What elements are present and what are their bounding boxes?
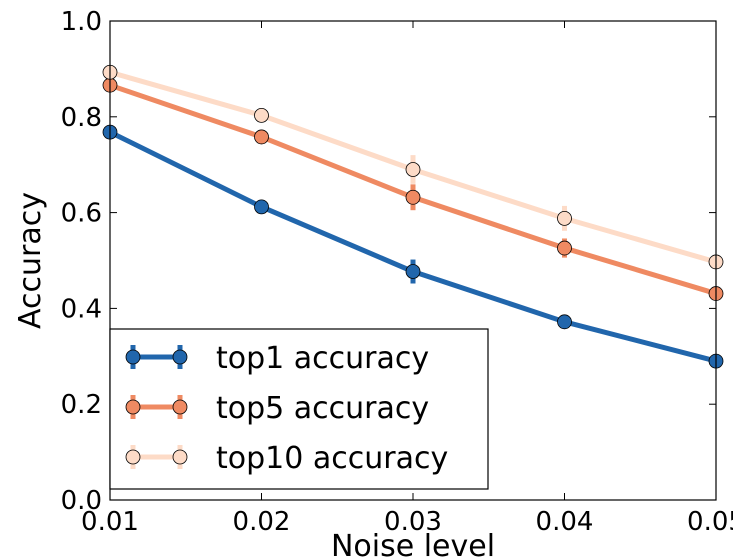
legend: top1 accuracy top5 accuracy top10 accuracy [109,328,489,490]
data-point [254,129,269,145]
x-tick-label: 0.04 [536,507,594,537]
legend-marker [172,349,188,365]
legend-marker [125,449,141,465]
y-tick-label: 0.2 [61,390,102,420]
data-point [254,199,269,215]
data-point [405,189,421,205]
x-tick-label: 0.03 [384,507,442,537]
legend-entry-2: top5 accuracy [125,391,429,426]
x-tick-label: 0.01 [81,507,139,537]
y-axis-title: Accuracy [13,192,48,329]
legend-marker [125,349,141,365]
data-point [254,107,269,123]
x-tick-label: 0.02 [233,507,291,537]
y-tick-label: 1.0 [61,7,102,37]
ticks-layer: 0.0 0.2 0.4 0.6 0.8 1.0 0.01 0.02 0.03 0.04 0.05 [61,7,733,537]
y-tick-label: 0.4 [61,294,102,324]
legend-label: top1 accuracy [216,341,429,376]
data-point [557,314,572,330]
legend-entry-1: top1 accuracy [125,341,429,376]
data-point [557,210,572,226]
legend-marker [172,449,188,465]
data-point [405,264,421,279]
data-point [557,240,572,256]
legend-label: top10 accuracy [216,441,448,476]
y-tick-label: 0.8 [61,103,102,133]
series-layer [102,64,724,369]
legend-marker [125,399,141,415]
legend-marker [172,399,188,415]
legend-entry-3: top10 accuracy [125,441,448,476]
x-tick-label: 0.05 [687,507,733,537]
series-3 [102,64,724,270]
legend-label: top5 accuracy [216,391,429,426]
x-axis-title: Noise level [331,529,495,559]
y-tick-label: 0.0 [61,486,102,516]
y-tick-label: 0.6 [61,199,102,229]
data-point [405,162,421,177]
